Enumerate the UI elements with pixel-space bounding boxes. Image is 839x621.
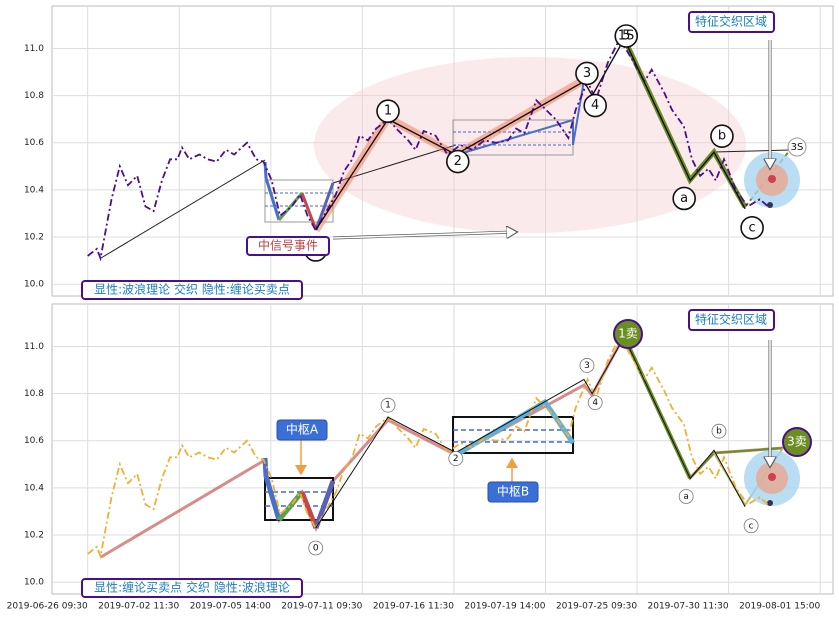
x-tick-label: 2019-07-19 14:00 [464,602,545,612]
x-tick-label: 2019-07-25 09:30 [556,602,637,612]
wave-label-circle [376,99,400,123]
wave-label: b [716,427,722,437]
annotation: 特征交织区域 [695,14,767,29]
wave-label: 5 [622,29,630,44]
wave-label: 3 [583,66,591,81]
text-box [688,309,775,331]
text-box [246,236,330,256]
annotation: 特征交织区域 [695,312,767,327]
pivot-stroke [277,490,304,522]
trend-line [100,159,266,259]
pivot-stroke [262,457,282,521]
x-tick-label: 2019-07-16 11:30 [373,602,454,612]
y-tick-label: 10.4 [24,185,44,195]
y-tick-label: 10.0 [24,280,44,290]
annotation: 3卖 [787,435,807,449]
text-box [276,419,328,441]
annotation: 3S [791,142,804,153]
zone [768,473,776,481]
wave-label-circle [711,423,727,439]
x-tick-label: 2019-07-30 11:30 [648,602,729,612]
annotation: 1S [618,29,635,44]
zone [767,202,773,208]
price-line [87,335,769,560]
price-line [87,37,769,262]
text-box [487,481,539,503]
wave-label: 2 [454,154,462,169]
x-tick-label: 2019-08-01 15:00 [739,602,820,612]
annotation: 中枢A [286,422,319,437]
x-tick-label: 2019-07-05 14:00 [190,602,271,612]
wave-label-circle [587,395,603,410]
y-tick-label: 11.0 [24,44,44,54]
annotation: 显性:缠论买卖点 交织 隐性:波浪理论 [94,580,290,595]
wave-label-circle [614,24,639,48]
wave-label: a [680,191,688,206]
wave-label: 1 [384,104,392,119]
wave-label: 1 [385,401,391,411]
y-tick-label: 10.4 [24,483,44,493]
y-tick-label: 10.2 [24,531,44,541]
x-tick-label: 2019-07-02 11:30 [98,602,179,612]
wave-label-circle [740,215,764,240]
wave-label: a [683,492,689,502]
wave-label: 3 [584,361,590,371]
pivot-stroke [313,480,336,529]
x-tick-label: 2019-06-26 09:30 [7,602,88,612]
y-tick-label: 11.0 [24,342,44,352]
wave-label: b [718,129,726,144]
wave-label-circle [308,540,324,556]
pivot-stroke [300,192,318,231]
wave-line [315,335,746,529]
signal-badge [613,319,643,349]
y-tick-label: 10.8 [24,389,44,399]
wave-label-circle [579,358,595,373]
text-box [688,11,775,33]
pivot-box [452,416,574,454]
wave-label-circle [710,124,734,148]
text-box [81,280,303,300]
wave-label-circle [445,149,470,174]
signal-badge [782,427,812,457]
wave-label-circle [448,451,464,466]
y-tick-label: 10.8 [24,91,44,101]
arrow [332,232,516,239]
pivot-stroke [455,79,585,156]
y-tick-label: 10.0 [24,578,44,588]
text-box [81,578,303,598]
annotation: 中枢B [497,484,529,499]
y-tick-label: 10.6 [24,138,44,148]
wave-label-circle [678,489,694,504]
wave-label: 4 [592,398,598,408]
wave-label-circle [672,186,696,211]
wave-label-circle [583,93,607,118]
trend-line [713,149,791,153]
wave-label: c [749,521,754,531]
wave-label-circle [380,397,396,413]
y-tick-label: 10.2 [24,233,44,243]
wave-label: 2 [453,454,459,464]
label-circle [787,137,807,157]
wave-label: 4 [591,98,599,113]
annotation: 1卖 [618,327,638,341]
pivot-stroke [314,182,335,231]
annotation: 显性:波浪理论 交织 隐性:缠论买卖点 [94,282,290,297]
x-tick-label: 2019-07-11 09:30 [281,602,362,612]
wave-label: 0 [313,543,319,553]
annotation: 中信号事件 [258,238,318,253]
wave-label-circle [575,61,599,86]
wave-label: c [749,220,756,235]
wave-label-circle [743,518,759,534]
pivot-stroke [299,491,319,529]
y-tick-label: 10.6 [24,436,44,446]
pivot-stroke [263,161,281,221]
zone [768,175,776,183]
zone [767,500,773,506]
